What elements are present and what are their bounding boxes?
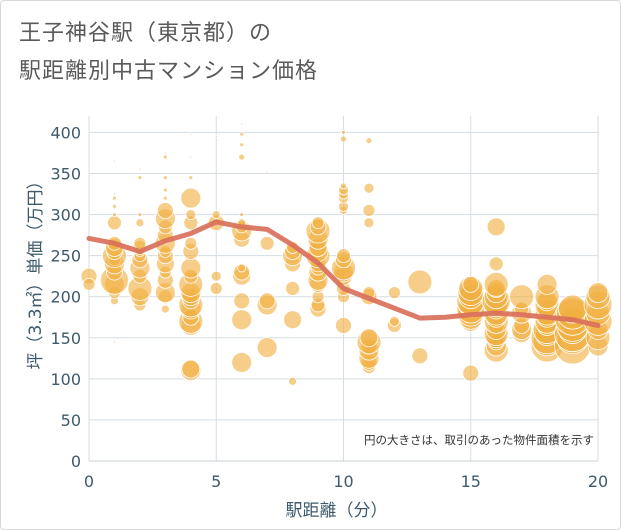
data-bubble — [107, 215, 122, 231]
trend-line — [86, 219, 601, 328]
data-bubble — [336, 248, 351, 264]
y-tick-label: 150 — [50, 329, 81, 348]
data-bubble — [488, 256, 504, 272]
data-bubble — [240, 122, 244, 126]
data-bubble — [239, 142, 245, 148]
y-tick-label: 350 — [50, 165, 81, 184]
size-legend-note: 円の大きさは、取引のあった物件面積を示す — [364, 433, 594, 447]
data-bubble — [160, 304, 170, 314]
y-tick-label: 0 — [71, 452, 81, 471]
data-bubble — [362, 204, 376, 217]
x-tick-label: 15 — [461, 472, 481, 491]
data-bubble — [211, 210, 221, 219]
data-bubble — [188, 175, 194, 181]
y-tick-label: 250 — [50, 247, 81, 266]
x-tick-label: 5 — [211, 472, 221, 491]
data-bubble — [137, 175, 143, 181]
x-tick-label: 20 — [588, 472, 608, 491]
data-bubble — [162, 187, 168, 193]
data-bubble — [536, 273, 558, 295]
data-bubble — [137, 212, 143, 217]
data-bubble — [285, 281, 301, 296]
data-bubble — [210, 270, 222, 282]
x-tick-label: 0 — [84, 472, 94, 491]
data-bubble — [189, 132, 193, 136]
data-bubble — [340, 135, 347, 143]
y-tick-label: 200 — [50, 288, 81, 307]
data-bubble — [238, 153, 246, 161]
data-bubble — [156, 202, 174, 219]
data-bubble — [162, 154, 168, 160]
data-bubble — [483, 271, 509, 297]
y-axis-title: 坪（3.3㎡）単価（万円） — [26, 172, 46, 370]
data-bubble — [180, 187, 202, 209]
data-bubble — [209, 282, 223, 295]
data-bubble — [258, 292, 276, 310]
data-bubble — [231, 309, 253, 331]
data-bubble — [138, 167, 142, 171]
chart-title-line-2: 駅距離別中古マンション価格 — [19, 59, 319, 84]
data-bubble — [359, 328, 379, 348]
data-bubble — [259, 235, 275, 251]
data-bubble — [82, 277, 96, 291]
data-bubble — [311, 216, 325, 230]
data-bubble — [113, 159, 116, 163]
data-bubble — [462, 275, 480, 293]
data-bubble — [214, 135, 218, 138]
chart-title-line-1: 王子神谷駅（東京都）の — [19, 21, 273, 46]
x-tick-label: 10 — [333, 472, 353, 491]
data-bubble — [340, 182, 347, 190]
data-bubble — [113, 192, 116, 196]
data-bubble — [509, 284, 535, 310]
data-bubble — [185, 209, 197, 220]
data-bubble — [239, 212, 245, 217]
y-tick-label: 50 — [61, 411, 81, 430]
data-bubble — [462, 364, 480, 382]
data-bubble — [162, 195, 168, 201]
data-bubble — [411, 347, 429, 365]
data-bubble — [184, 236, 198, 250]
data-bubble — [135, 218, 145, 228]
data-bubble — [181, 359, 201, 379]
data-bubble — [363, 182, 375, 194]
data-bubble — [387, 286, 401, 300]
data-bubble — [486, 217, 506, 237]
data-bubble — [256, 337, 278, 359]
data-bubble — [335, 317, 352, 334]
data-bubble — [112, 203, 117, 209]
data-bubble — [239, 131, 245, 137]
data-bubble — [163, 151, 167, 155]
data-bubble — [407, 269, 433, 295]
data-bubble — [587, 282, 609, 304]
data-bubble — [112, 212, 117, 217]
y-tick-label: 300 — [50, 206, 81, 225]
data-bubble — [113, 340, 116, 344]
data-bubble — [283, 310, 303, 330]
data-bubble — [288, 376, 298, 386]
y-tick-label: 100 — [50, 370, 81, 389]
data-bubble — [388, 315, 400, 327]
data-bubble — [341, 130, 346, 135]
data-bubble — [189, 155, 193, 159]
data-bubble — [265, 170, 269, 174]
y-tick-label: 400 — [50, 123, 81, 142]
data-bubble — [363, 217, 375, 229]
data-bubble — [180, 257, 202, 279]
data-bubble — [162, 175, 168, 181]
data-bubble — [233, 292, 251, 310]
data-bubble — [237, 263, 247, 273]
x-axis-title: 駅距離（分） — [285, 501, 388, 521]
data-bubble — [231, 352, 253, 373]
data-bubble — [112, 195, 117, 201]
data-bubble — [365, 137, 373, 145]
